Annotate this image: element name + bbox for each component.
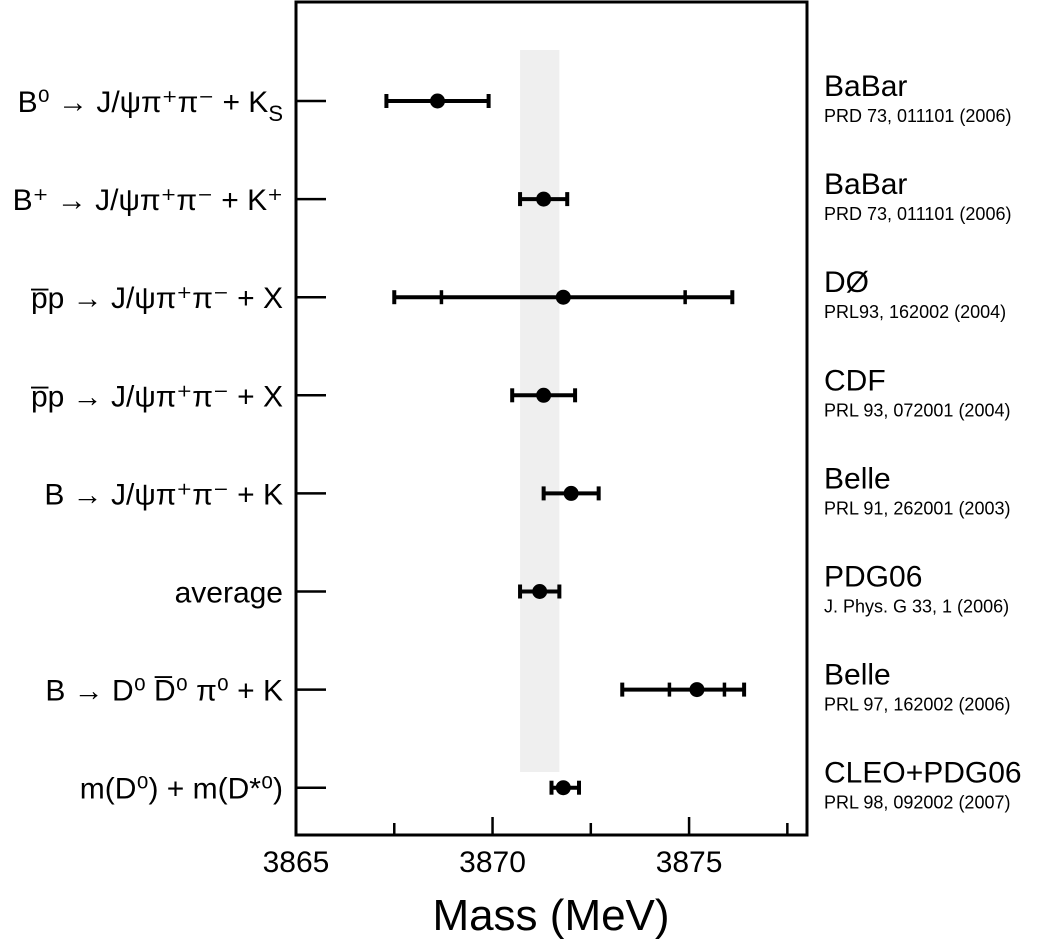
data-point bbox=[555, 289, 571, 305]
row-label: B⁺ → J/ψπ⁺π⁻ + K⁺ bbox=[13, 184, 283, 217]
experiment-reference: PRL 91, 262001 (2003) bbox=[824, 498, 1010, 518]
data-point bbox=[532, 584, 548, 599]
row-label-text: B⁰ → J/ψπ⁺π⁻ + K bbox=[18, 86, 269, 119]
x-axis-title: Mass (MeV) bbox=[432, 891, 669, 940]
experiment-name: Belle bbox=[824, 659, 891, 692]
data-point bbox=[689, 682, 705, 698]
experiment-name: CDF bbox=[824, 364, 886, 397]
experiment-reference: PRL 93, 072001 (2004) bbox=[824, 400, 1010, 420]
experiment-reference: J. Phys. G 33, 1 (2006) bbox=[824, 597, 1009, 617]
x-tick-label: 3875 bbox=[656, 846, 723, 879]
row-label: p̅p → J/ψπ⁺π⁻ + X bbox=[31, 282, 283, 315]
experiment-name: PDG06 bbox=[824, 561, 922, 594]
row-label: B⁰ → J/ψπ⁺π⁻ + KS bbox=[18, 86, 283, 126]
data-point bbox=[430, 93, 446, 109]
row-labels: B⁰ → J/ψπ⁺π⁻ + KS B⁺ → J/ψπ⁺π⁻ + K⁺ p̅p → … bbox=[13, 86, 283, 806]
row-label: p̅p → J/ψπ⁺π⁻ + X bbox=[31, 380, 283, 413]
row-label: average bbox=[175, 577, 283, 610]
experiment-reference: PRD 73, 011101 (2006) bbox=[824, 106, 1011, 126]
row-label-text: average bbox=[175, 577, 283, 610]
x-tick-label: 3870 bbox=[459, 846, 526, 879]
experiment-reference: PRL 98, 092002 (2007) bbox=[824, 793, 1010, 813]
experiment-reference: PRD 73, 011101 (2006) bbox=[824, 204, 1011, 224]
row-label-text: B⁺ → J/ψπ⁺π⁻ + K⁺ bbox=[13, 184, 283, 217]
experiment-name: DØ bbox=[824, 266, 869, 299]
experiment-reference: PRL 97, 162002 (2006) bbox=[824, 695, 1010, 715]
experiment-name: Belle bbox=[824, 462, 891, 495]
row-label: m(D⁰) + m(D*⁰) bbox=[80, 773, 283, 806]
data-point bbox=[536, 191, 552, 207]
experiment-name: BaBar bbox=[824, 70, 907, 103]
experiment-name: BaBar bbox=[824, 168, 907, 201]
experiment-reference: PRL93, 162002 (2004) bbox=[824, 302, 1006, 322]
data-marks bbox=[384, 93, 747, 796]
data-point bbox=[555, 780, 571, 796]
row-label-subscript: S bbox=[268, 101, 283, 126]
x-tick-label: 3865 bbox=[263, 846, 330, 879]
row-label-text: m(D⁰) + m(D*⁰) bbox=[80, 773, 283, 806]
row-label-text: p̅p → J/ψπ⁺π⁻ + X bbox=[31, 282, 283, 315]
row-label-text: B → D⁰ D̅⁰ π⁰ + K bbox=[45, 675, 283, 708]
experiment-labels: BaBar PRD 73, 011101 (2006) BaBar PRD 73, 0… bbox=[824, 70, 1022, 813]
plot-frame bbox=[294, 0, 809, 837]
row-label: B → J/ψπ⁺π⁻ + K bbox=[44, 478, 283, 511]
data-point bbox=[563, 485, 579, 501]
data-point bbox=[536, 387, 552, 403]
row-label: B → D⁰ D̅⁰ π⁰ + K bbox=[45, 675, 283, 708]
average-band bbox=[520, 50, 560, 772]
axes: 3865 3870 3875 bbox=[263, 99, 789, 879]
row-label-text: B → J/ψπ⁺π⁻ + K bbox=[44, 478, 283, 511]
row-label-text: p̅p → J/ψπ⁺π⁻ + X bbox=[31, 380, 283, 413]
experiment-name: CLEO+PDG06 bbox=[824, 757, 1022, 790]
